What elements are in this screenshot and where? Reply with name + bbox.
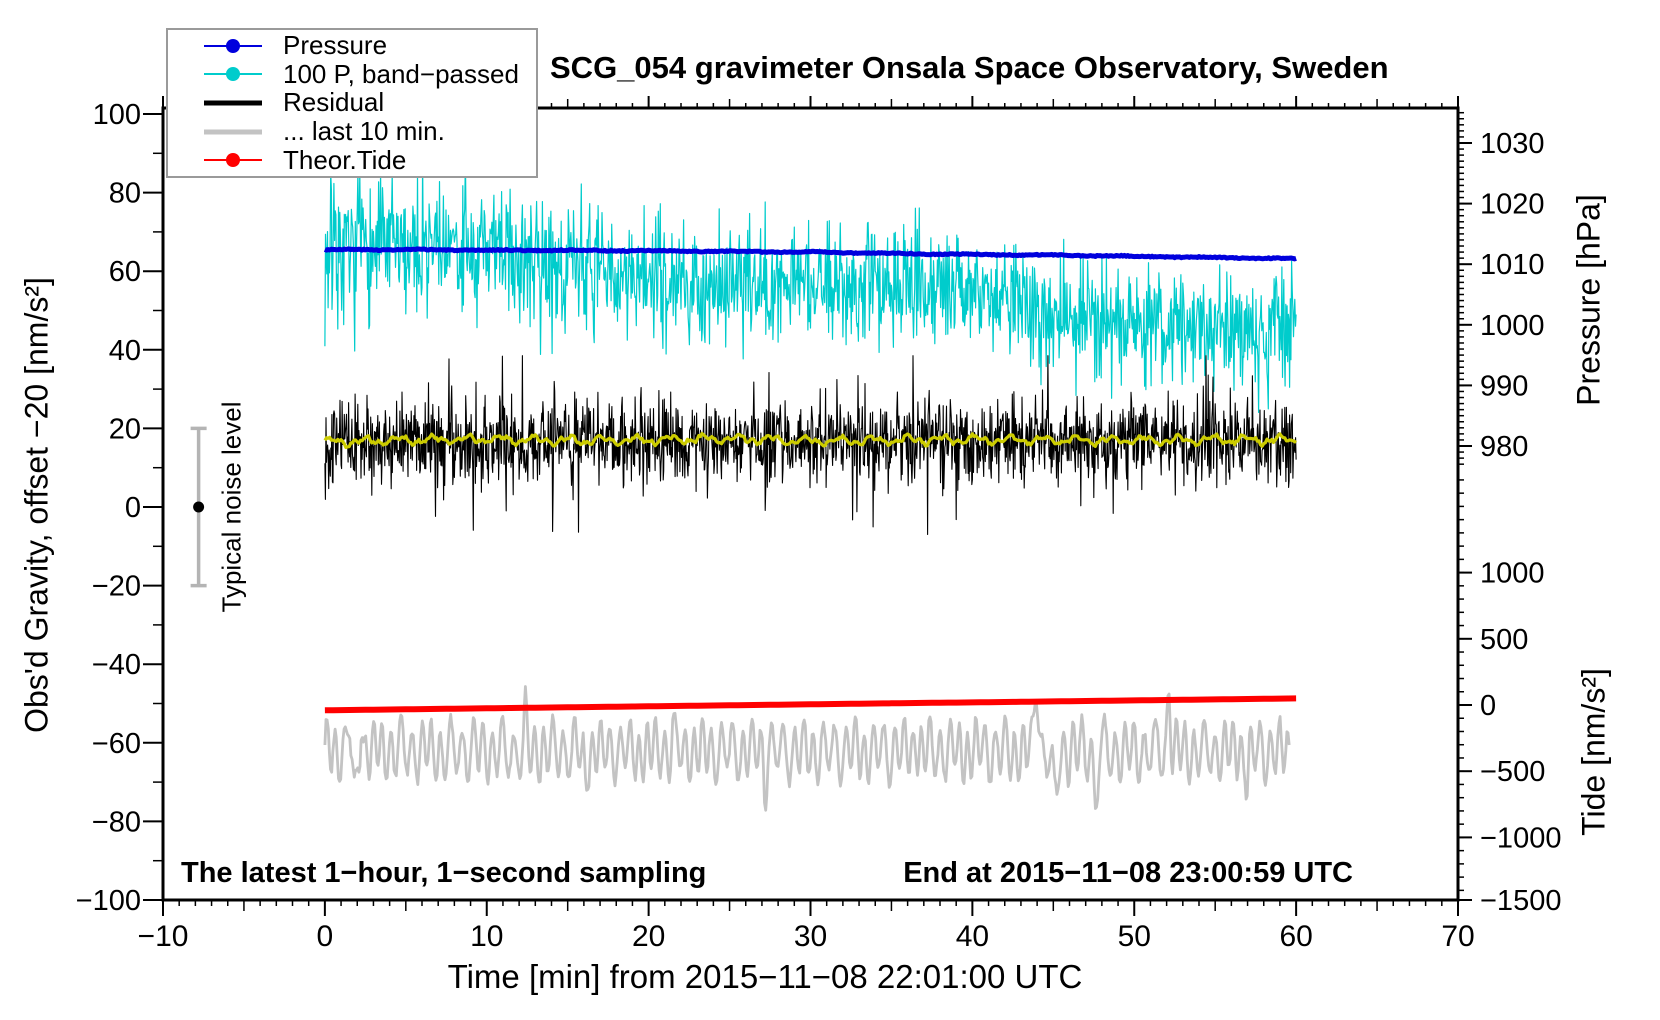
tick-label: 100 bbox=[93, 99, 141, 131]
tick-label: 1030 bbox=[1480, 128, 1545, 160]
tick-label: 500 bbox=[1480, 624, 1528, 656]
tick-label: 0 bbox=[317, 920, 334, 953]
x-axis-ticks: −10 0 10 20 30 40 50 60 70 bbox=[138, 96, 1475, 953]
legend-sample-residual bbox=[204, 89, 262, 117]
tick-label: −80 bbox=[92, 806, 141, 838]
tick-label: −60 bbox=[92, 728, 141, 760]
legend-item-label: ... last 10 min. bbox=[283, 116, 445, 147]
legend-sample-pressure bbox=[204, 32, 262, 60]
tick-label: −1500 bbox=[1480, 885, 1561, 917]
chart-title: SCG_054 gravimeter Onsala Space Observat… bbox=[550, 50, 1389, 85]
pressure-axis-ticks: 1030 1020 1010 1000 990 980 bbox=[1458, 111, 1545, 465]
legend-item-label: Theor.Tide bbox=[283, 144, 407, 175]
left-axis-ticks: −100 −80 −60 −40 −20 0 20 40 60 80 100 bbox=[76, 99, 163, 917]
tick-label: 1020 bbox=[1480, 189, 1545, 221]
plot-series bbox=[323, 157, 1298, 812]
x-axis-label: Time [min] from 2015−11−08 22:01:00 UTC bbox=[447, 958, 1083, 995]
tick-label: −500 bbox=[1480, 756, 1545, 788]
legend-item-label: Residual bbox=[283, 87, 385, 118]
legend-sample-last-10-min bbox=[204, 118, 262, 146]
legend-item-last-10-min: ... last 10 min. bbox=[168, 116, 536, 147]
tick-label: −100 bbox=[76, 885, 141, 917]
tick-label: 10 bbox=[470, 920, 503, 953]
tick-label: −10 bbox=[138, 920, 189, 953]
legend-sample-theor-tide bbox=[204, 146, 262, 174]
y-axis-label-gravity: Obs'd Gravity, offset −20 [nm/s²] bbox=[18, 277, 55, 733]
series-theor-tide-line bbox=[324, 695, 1297, 714]
noise-level-label: Typical noise level bbox=[216, 401, 247, 613]
legend-dot-icon bbox=[226, 153, 240, 168]
tick-label: 60 bbox=[109, 256, 141, 288]
tick-label: 30 bbox=[794, 920, 827, 953]
legend-item-residual: Residual bbox=[168, 87, 536, 118]
tick-label: 1010 bbox=[1480, 249, 1545, 281]
tick-label: 80 bbox=[109, 178, 141, 210]
tick-label: 40 bbox=[956, 920, 989, 953]
tick-label: 20 bbox=[632, 920, 665, 953]
tick-label: 50 bbox=[1118, 920, 1151, 953]
legend-item-band-passed: 100 P, band−passed bbox=[168, 58, 536, 89]
legend: Pressure 100 P, band−passed Residual ...… bbox=[166, 28, 538, 178]
tick-label: −1000 bbox=[1480, 822, 1561, 854]
tick-label: 20 bbox=[109, 413, 141, 445]
tick-label: 40 bbox=[109, 335, 141, 367]
tick-label: 0 bbox=[1480, 690, 1496, 722]
legend-dot-icon bbox=[226, 38, 240, 53]
y-axis-label-pressure: Pressure [hPa] bbox=[1570, 194, 1607, 406]
annotation-sampling: The latest 1−hour, 1−second sampling bbox=[181, 857, 707, 889]
tick-label: 1000 bbox=[1480, 310, 1545, 342]
tick-label: 990 bbox=[1480, 370, 1528, 402]
noise-level-dot bbox=[193, 501, 205, 513]
tick-label: −40 bbox=[92, 649, 141, 681]
series-pressure-line bbox=[323, 246, 1297, 262]
legend-item-label: 100 P, band−passed bbox=[283, 58, 519, 89]
legend-sample-band-passed bbox=[204, 60, 262, 88]
tick-label: −20 bbox=[92, 571, 141, 603]
legend-item-theor-tide: Theor.Tide bbox=[168, 144, 536, 175]
series-last-10-min-line bbox=[323, 685, 1291, 812]
y-axis-label-tide: Tide [nm/s²] bbox=[1575, 668, 1612, 836]
series-band-passed-line bbox=[324, 157, 1297, 413]
series-residual-line bbox=[324, 355, 1297, 536]
series-residual-smoothed-line bbox=[323, 431, 1298, 450]
tick-label: 70 bbox=[1441, 920, 1474, 953]
tick-label: 0 bbox=[125, 492, 141, 524]
tick-label: 980 bbox=[1480, 431, 1528, 463]
annotation-end-time: End at 2015−11−08 23:00:59 UTC bbox=[903, 857, 1353, 889]
tick-label: 1000 bbox=[1480, 558, 1545, 590]
tide-axis-ticks: 1000 500 0 −500 −1000 −1500 bbox=[1458, 479, 1561, 917]
legend-item-label: Pressure bbox=[283, 30, 388, 61]
noise-level-marker bbox=[190, 426, 207, 588]
legend-dot-icon bbox=[226, 67, 240, 82]
tick-label: 60 bbox=[1279, 920, 1312, 953]
legend-item-pressure: Pressure bbox=[168, 30, 536, 61]
